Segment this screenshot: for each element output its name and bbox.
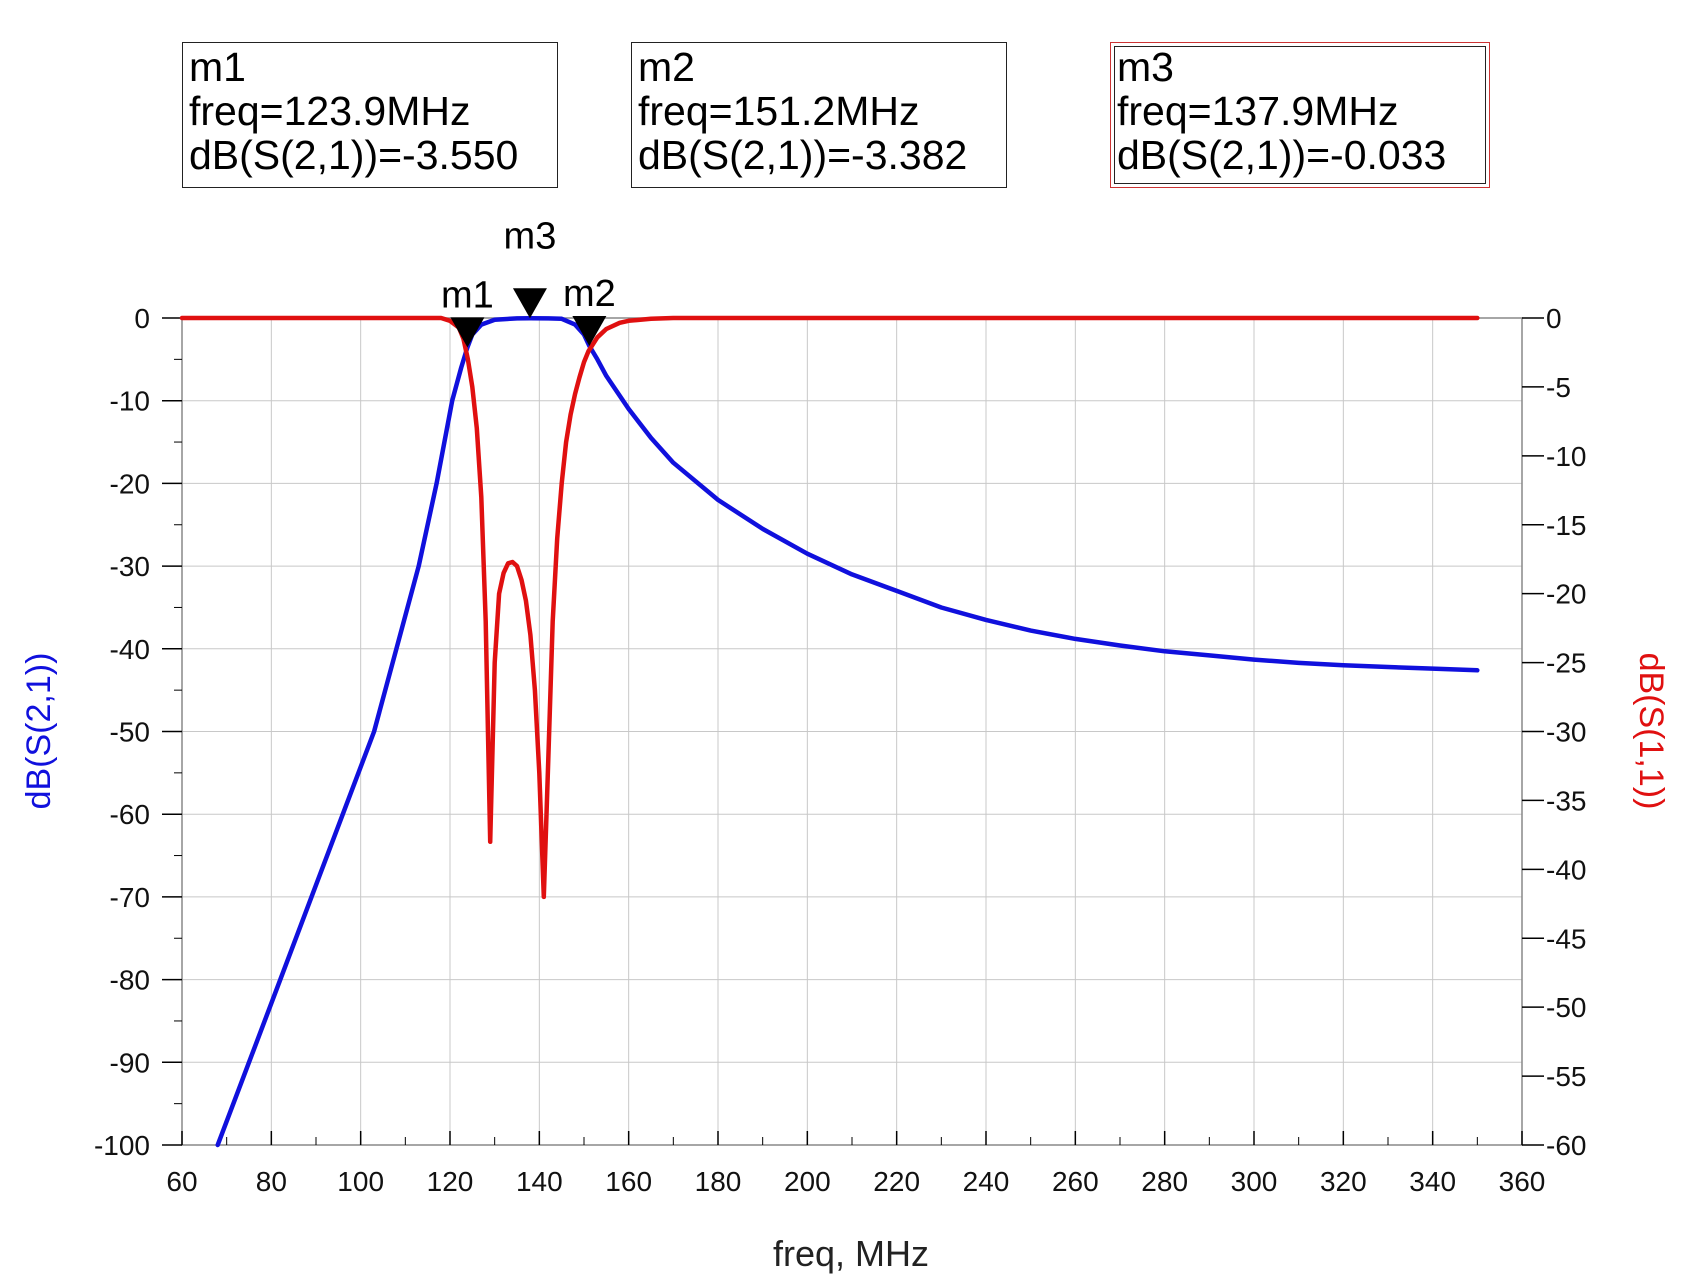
marker-readout-m2[interactable]: m2 freq=151.2MHz dB(S(2,1))=-3.382 <box>631 42 1007 188</box>
y-right-tick-label: -60 <box>1546 1130 1586 1161</box>
marker-triangle-m2 <box>572 315 607 346</box>
x-tick-label: 100 <box>337 1166 384 1197</box>
y-left-tick-label: -80 <box>110 965 150 996</box>
marker-readout-m3[interactable]: m3 freq=137.9MHz dB(S(2,1))=-0.033 <box>1110 42 1490 188</box>
y-left-tick-label: -30 <box>110 551 150 582</box>
y-right-tick-label: -10 <box>1546 441 1586 472</box>
x-tick-label: 240 <box>963 1166 1010 1197</box>
x-tick-label: 340 <box>1409 1166 1456 1197</box>
marker-label-m3: m3 <box>504 215 557 257</box>
x-tick-label: 280 <box>1141 1166 1188 1197</box>
y-left-tick-label: -70 <box>110 882 150 913</box>
x-tick-label: 80 <box>256 1166 287 1197</box>
x-tick-label: 160 <box>605 1166 652 1197</box>
marker-readout-m1[interactable]: m1 freq=123.9MHz dB(S(2,1))=-3.550 <box>182 42 558 188</box>
y-right-tick-label: -55 <box>1546 1061 1586 1092</box>
x-axis-label: freq, MHz <box>773 1233 929 1274</box>
y-left-tick-label: -50 <box>110 717 150 748</box>
marker-label-m2: m2 <box>563 273 616 315</box>
right-y-axis-ticks: 0 -5 -10 -15 -20 -25 -30 -35 -40 -45 -50 -55 -60 <box>1522 303 1586 1161</box>
y-left-tick-label: -100 <box>94 1130 150 1161</box>
x-tick-label: 360 <box>1499 1166 1546 1197</box>
left-y-axis-label: dB(S(2,1)) <box>20 653 58 810</box>
right-y-axis-label: dB(S(1,1)) <box>1632 653 1670 810</box>
marker-name: m2 <box>638 44 695 90</box>
x-tick-label: 220 <box>873 1166 920 1197</box>
x-tick-label: 260 <box>1052 1166 1099 1197</box>
marker-freq: freq=137.9MHz <box>1117 88 1399 134</box>
x-tick-label: 60 <box>166 1166 197 1197</box>
marker-freq: freq=151.2MHz <box>638 88 920 134</box>
y-left-tick-label: -20 <box>110 468 150 499</box>
marker-freq: freq=123.9MHz <box>189 88 471 134</box>
marker-value: dB(S(2,1))=-3.382 <box>638 132 968 178</box>
series-line-s11 <box>179 315 1480 900</box>
y-right-tick-label: -20 <box>1546 579 1586 610</box>
y-right-tick-label: -15 <box>1546 510 1586 541</box>
y-right-tick-label: -30 <box>1546 717 1586 748</box>
series-group <box>179 315 1480 1148</box>
y-right-tick-label: -35 <box>1546 785 1586 816</box>
x-tick-label: 320 <box>1320 1166 1367 1197</box>
y-right-tick-label: -50 <box>1546 992 1586 1023</box>
left-y-axis-ticks: 0 -10 -20 -30 -40 -50 -60 -70 -80 -90 -100 <box>94 303 182 1161</box>
grid-lines <box>181 317 1523 1146</box>
marker-value: dB(S(2,1))=-3.550 <box>189 132 519 178</box>
y-right-tick-label: -45 <box>1546 923 1586 954</box>
y-left-tick-label: -90 <box>110 1047 150 1078</box>
y-right-tick-label: -5 <box>1546 372 1571 403</box>
x-tick-label: 180 <box>695 1166 742 1197</box>
y-right-tick-label: -40 <box>1546 854 1586 885</box>
y-left-tick-label: -40 <box>110 634 150 665</box>
series-line-s21 <box>215 316 1480 1148</box>
y-right-tick-label: 0 <box>1546 303 1562 334</box>
x-tick-label: 300 <box>1231 1166 1278 1197</box>
x-axis-ticks: 60 80 100 120 140 160 180 200 220 240 260 280 300 320… <box>166 1131 1545 1197</box>
x-tick-label: 120 <box>427 1166 474 1197</box>
marker-value: dB(S(2,1))=-0.033 <box>1117 132 1447 178</box>
y-right-tick-label: -25 <box>1546 648 1586 679</box>
marker-label-m1: m1 <box>441 274 494 316</box>
x-tick-label: 140 <box>516 1166 563 1197</box>
marker-name: m3 <box>1117 44 1174 90</box>
y-left-tick-label: -60 <box>110 799 150 830</box>
marker-name: m1 <box>189 44 246 90</box>
y-left-tick-label: -10 <box>110 386 150 417</box>
marker-triangle-m3 <box>512 288 547 319</box>
marker-triangle-m1 <box>450 317 485 348</box>
y-left-tick-label: 0 <box>134 303 150 334</box>
x-tick-label: 200 <box>784 1166 831 1197</box>
